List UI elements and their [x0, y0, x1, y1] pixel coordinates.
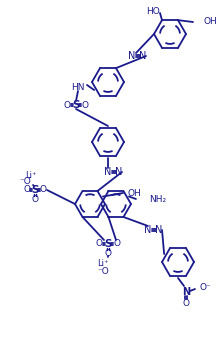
Text: O: O [95, 239, 103, 249]
Text: OH: OH [127, 189, 141, 197]
Text: N: N [115, 167, 123, 177]
Text: Li⁺: Li⁺ [97, 259, 109, 269]
Text: ⁻O: ⁻O [97, 268, 109, 277]
Text: S: S [72, 100, 80, 110]
Text: N: N [139, 51, 147, 61]
Text: O: O [105, 249, 112, 258]
Text: ⁻O: ⁻O [19, 177, 31, 187]
Text: S: S [31, 185, 39, 195]
Text: HO: HO [146, 7, 160, 17]
Text: O: O [63, 101, 71, 109]
Text: S: S [104, 239, 112, 249]
Text: HN: HN [71, 82, 85, 92]
Text: N: N [128, 51, 136, 61]
Text: OH: OH [204, 18, 218, 26]
Text: NH₂: NH₂ [149, 195, 166, 203]
Text: O: O [39, 186, 47, 195]
Text: O⁻: O⁻ [199, 283, 211, 293]
Text: N: N [104, 167, 112, 177]
Text: O: O [24, 186, 30, 195]
Text: N: N [182, 287, 190, 297]
Text: Li⁺: Li⁺ [25, 171, 37, 181]
Text: O: O [183, 300, 190, 308]
Text: O: O [32, 195, 39, 203]
Text: O: O [82, 101, 88, 109]
Text: N: N [155, 225, 163, 235]
Text: N: N [144, 225, 152, 235]
Text: O: O [114, 239, 121, 249]
